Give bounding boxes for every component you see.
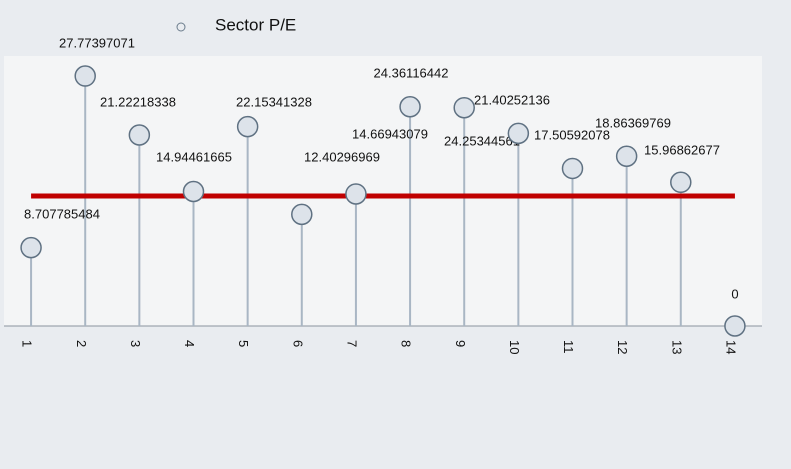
point bbox=[345, 183, 367, 205]
point bbox=[20, 236, 42, 259]
x-tick-label: 14 bbox=[723, 340, 738, 354]
x-tick-label: 2 bbox=[74, 340, 89, 347]
data-label: 14.66943079 bbox=[352, 126, 428, 141]
x-tick-label: 8 bbox=[399, 340, 414, 347]
x-tick-label: 12 bbox=[615, 340, 630, 354]
x-tick-label: 9 bbox=[453, 340, 468, 347]
data-label: 12.40296969 bbox=[304, 149, 380, 164]
point bbox=[128, 124, 151, 146]
point bbox=[182, 180, 205, 203]
data-label: 14.94461665 bbox=[156, 149, 232, 164]
x-tick-label: 1 bbox=[20, 340, 35, 347]
point bbox=[399, 95, 421, 118]
x-tick-label: 3 bbox=[128, 340, 143, 347]
x-tick-label: 5 bbox=[236, 340, 251, 347]
point bbox=[236, 115, 259, 138]
x-tick-label: 4 bbox=[182, 340, 197, 347]
point bbox=[615, 145, 638, 167]
point bbox=[291, 203, 313, 226]
point bbox=[561, 157, 584, 180]
legend-label: Sector P/E bbox=[215, 15, 296, 34]
point bbox=[724, 315, 746, 337]
x-tick-label: 7 bbox=[344, 340, 359, 347]
data-label: 24.25344561 bbox=[444, 133, 520, 148]
point bbox=[507, 122, 530, 145]
data-label: 17.50592078 bbox=[534, 127, 610, 142]
data-label: 21.22218338 bbox=[100, 94, 176, 109]
x-tick-label: 6 bbox=[290, 340, 305, 347]
data-label: 22.15341328 bbox=[236, 94, 312, 109]
data-label: 24.36116442 bbox=[374, 65, 449, 80]
plot-area bbox=[4, 56, 762, 326]
data-label: 15.96862677 bbox=[644, 142, 720, 157]
point bbox=[453, 96, 475, 119]
data-label: 27.77397071 bbox=[59, 35, 135, 50]
data-label: 8.707785484 bbox=[24, 206, 100, 221]
legend-marker bbox=[176, 22, 186, 32]
data-label: 21.40252136 bbox=[474, 92, 550, 107]
x-tick-label: 11 bbox=[561, 340, 576, 354]
x-tick-label: 10 bbox=[507, 340, 522, 354]
x-tick-label: 13 bbox=[669, 340, 684, 354]
data-label: 0 bbox=[731, 286, 738, 301]
data-label: 18.86369769 bbox=[595, 115, 671, 130]
point bbox=[670, 171, 692, 194]
point bbox=[74, 65, 96, 87]
